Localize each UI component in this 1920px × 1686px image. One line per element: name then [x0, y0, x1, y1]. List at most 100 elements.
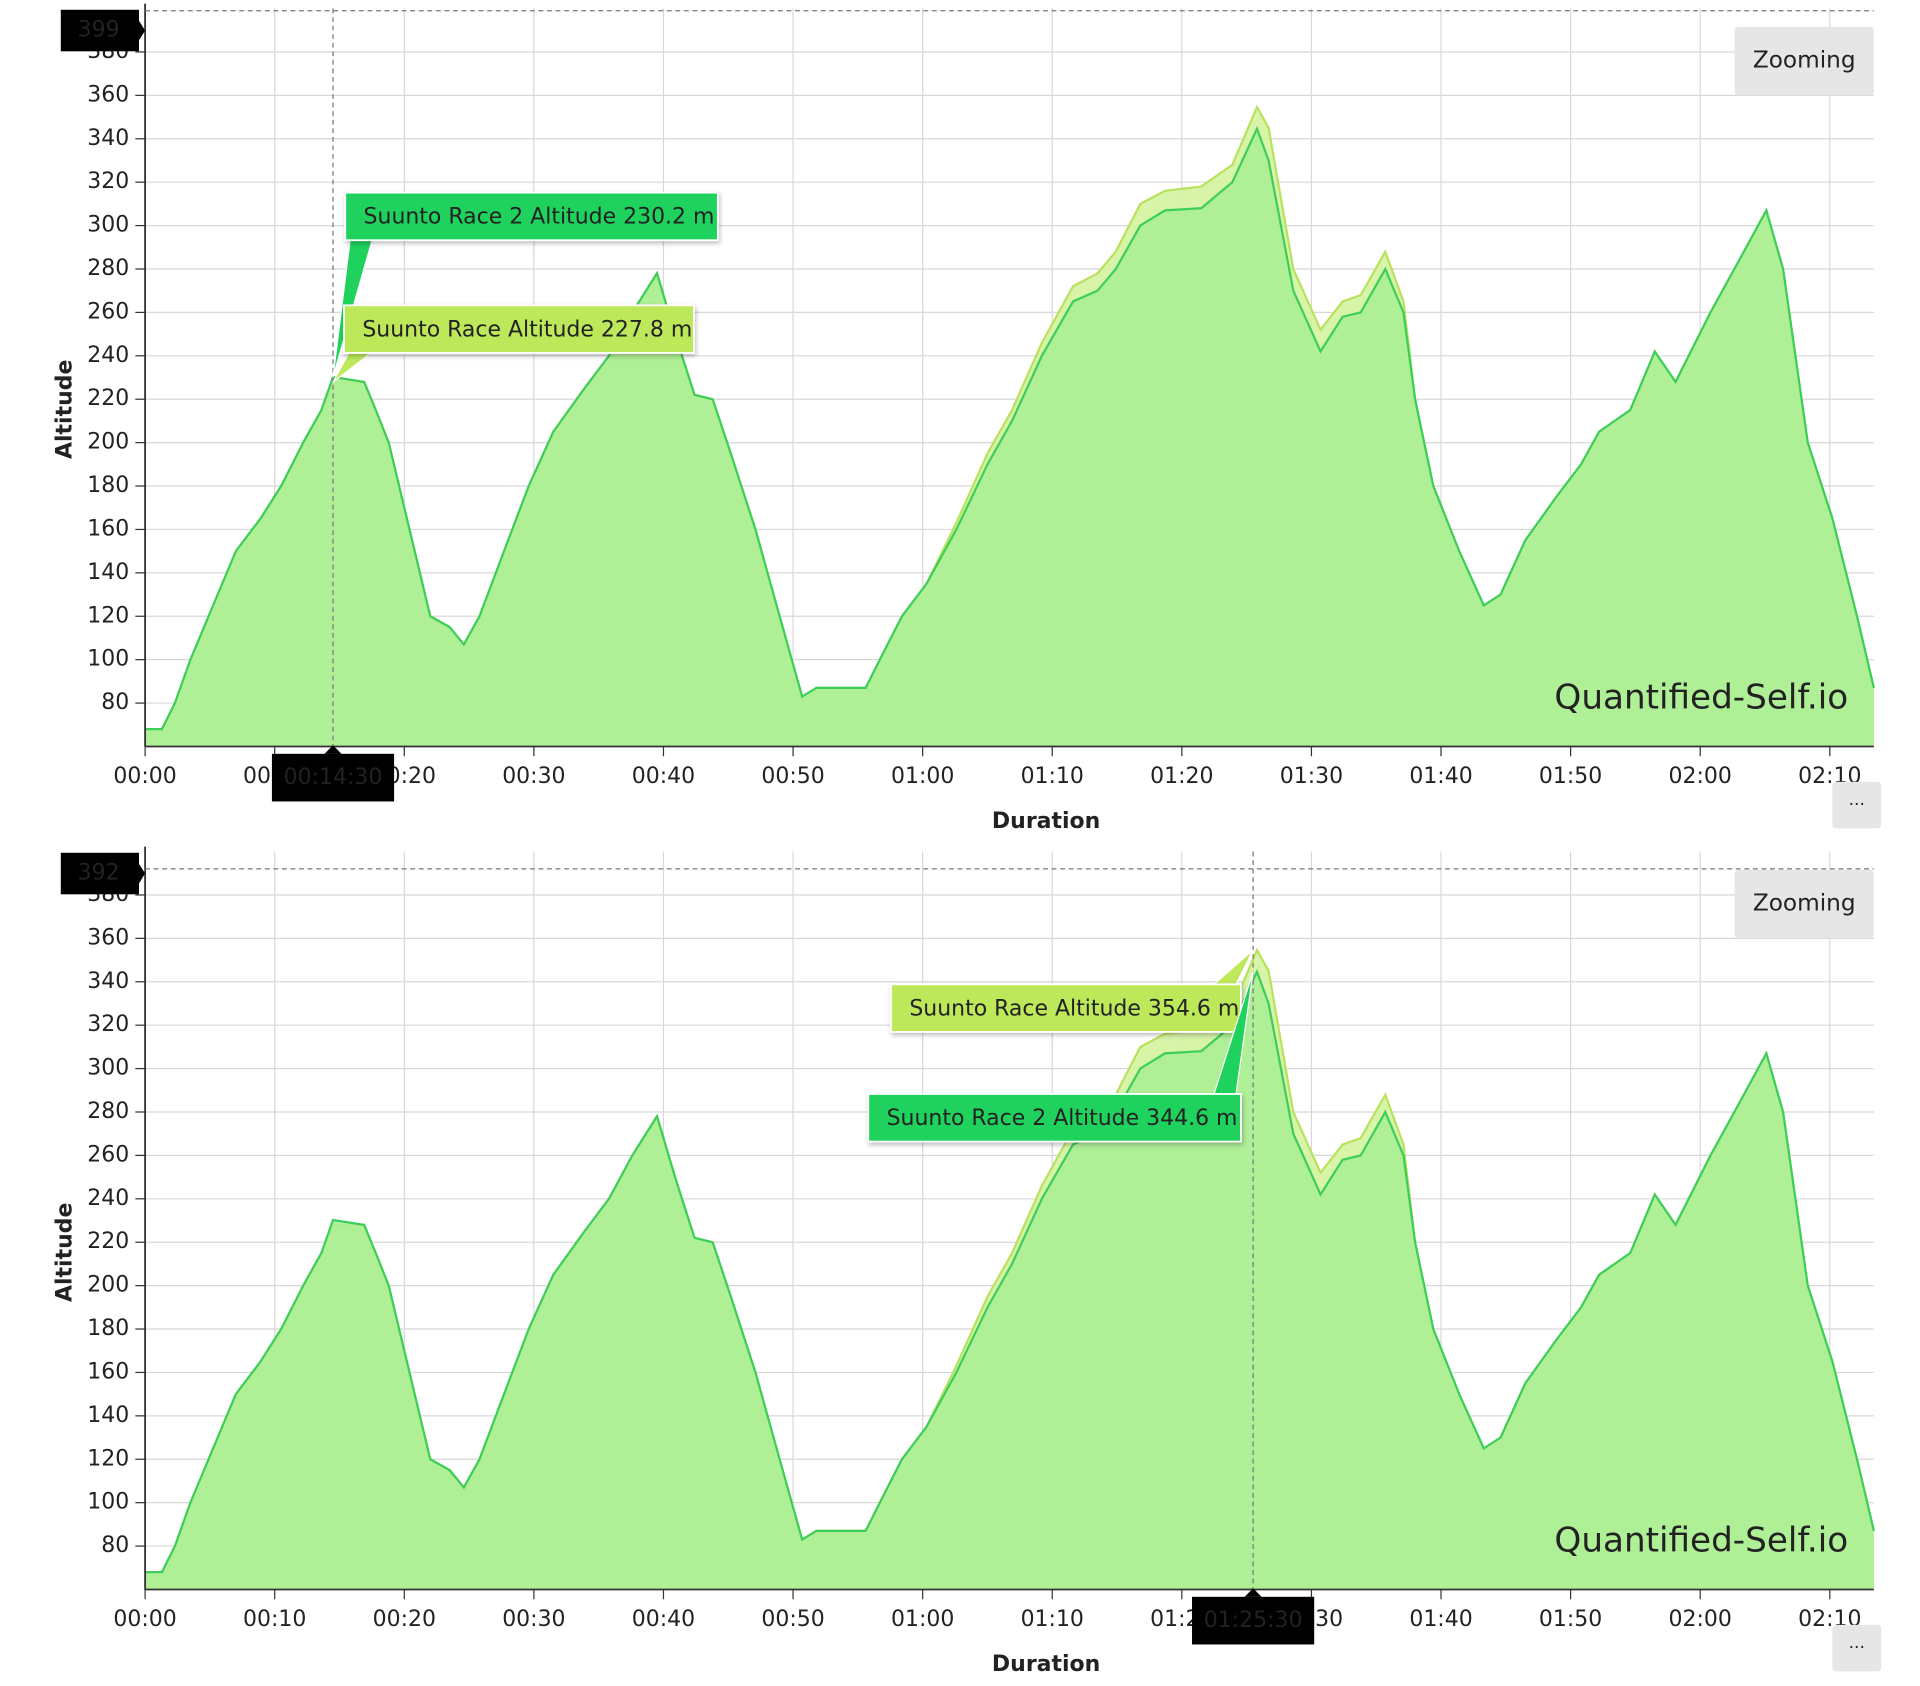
y-tick-label: 220: [87, 1229, 129, 1254]
y-tick-label: 280: [87, 256, 129, 281]
y-tick-label: 180: [87, 473, 129, 498]
area-fill: [145, 128, 1874, 747]
area-line: [145, 125, 1875, 731]
x-tick-label: 01:00: [891, 1607, 954, 1632]
y-axis-title: Altitude: [53, 360, 78, 459]
tooltip-text: Suunto Race Altitude 354.6 m: [909, 996, 1239, 1021]
y-tick-label: 360: [87, 925, 129, 950]
chart: 80 100 120 140 160 180 200 220 240 260 280 300 320 34…: [53, 846, 1882, 1677]
menu-button[interactable]: ...: [1832, 781, 1882, 829]
x-tick-label: 00:40: [632, 1607, 695, 1632]
watermark: Quantified-Self.io: [1554, 677, 1848, 717]
crosshair-x-label: 00:14:30: [284, 765, 383, 790]
menu-button[interactable]: ...: [1832, 1624, 1882, 1672]
crosshair-y-label: 392: [78, 861, 120, 886]
y-tick-label: 300: [87, 213, 129, 238]
tooltip: Suunto Race Altitude 354.6 m: [890, 949, 1254, 1033]
y-tick-label: 100: [87, 647, 129, 672]
x-tick-label: 00:50: [761, 1607, 824, 1632]
x-tick-label: 01:50: [1539, 1607, 1602, 1632]
y-tick-label: 340: [87, 969, 129, 994]
y-tick-label: 80: [101, 690, 129, 715]
tooltip-box: [867, 1093, 1242, 1143]
y-tick-label: 260: [87, 299, 129, 324]
tooltip: Suunto Race Altitude 227.8 m: [332, 304, 695, 383]
y-tick-label: 240: [87, 1186, 129, 1211]
y-tick-label: 300: [87, 1056, 129, 1081]
y-tick-label: 320: [87, 1012, 129, 1037]
menu-button-label: ...: [1849, 790, 1865, 810]
x-tick-label: 01:40: [1409, 764, 1472, 789]
x-tick-label: 00:00: [113, 1607, 176, 1632]
x-tick-label: 01:40: [1409, 1607, 1472, 1632]
x-tick-label: 01:50: [1539, 764, 1602, 789]
y-tick-label: 160: [87, 1359, 129, 1384]
menu-button-bg: [1832, 1624, 1882, 1672]
x-tick-label: 00:20: [373, 1607, 436, 1632]
y-tick-label: 260: [87, 1142, 129, 1167]
menu-button-label: ...: [1849, 1633, 1865, 1653]
y-tick-label: 100: [87, 1490, 129, 1515]
x-axis-title: Duration: [992, 1652, 1100, 1677]
tooltip-text: Suunto Race 2 Altitude 230.2 m: [364, 205, 715, 230]
y-tick-label: 240: [87, 343, 129, 368]
y-axis-title: Altitude: [53, 1203, 78, 1302]
tooltip-box: [344, 191, 719, 242]
crosshair-x-label-bg: [1192, 1596, 1315, 1645]
area-fill: [145, 971, 1874, 1590]
y-tick-label: 80: [101, 1533, 129, 1558]
crosshair-y-label-bg: [60, 852, 139, 895]
y-tick-label: 200: [87, 430, 129, 455]
x-tick-label: 02:00: [1669, 764, 1732, 789]
x-tick-label: 01:10: [1021, 1607, 1084, 1632]
y-tick-label: 140: [87, 560, 129, 585]
y-tick-label: 120: [87, 1446, 129, 1471]
crosshair-y-arrow: [138, 863, 146, 884]
y-tick-label: 180: [87, 1316, 129, 1341]
x-tick-label: 00:30: [502, 764, 565, 789]
y-tick-label: 200: [87, 1273, 129, 1298]
crosshair-y-label-bg: [60, 9, 139, 52]
area-line: [145, 968, 1875, 1574]
crosshair-y-arrow: [138, 20, 146, 41]
zoom-button[interactable]: Zooming: [1734, 869, 1874, 939]
zoom-button-bg: [1734, 26, 1874, 96]
crosshair-x-arrow: [1244, 1588, 1262, 1597]
zoom-button-label: Zooming: [1753, 890, 1856, 917]
x-axis-title: Duration: [992, 809, 1100, 834]
y-tick-label: 120: [87, 603, 129, 628]
crosshair-x-label-bg: [271, 753, 395, 802]
y-tick-label: 140: [87, 1403, 129, 1428]
x-tick-label: 02:00: [1669, 1607, 1732, 1632]
zoom-button-bg: [1734, 869, 1874, 939]
y-tick-label: 220: [87, 386, 129, 411]
tooltip: Suunto Race 2 Altitude 230.2 m: [332, 191, 719, 378]
watermark: Quantified-Self.io: [1554, 1520, 1848, 1560]
x-tick-label: 00:30: [502, 1607, 565, 1632]
tooltip-text: Suunto Race Altitude 227.8 m: [362, 317, 692, 342]
x-tick-label: 01:20: [1150, 764, 1213, 789]
tooltip-box: [343, 304, 695, 354]
y-tick-label: 360: [87, 82, 129, 107]
x-tick-label: 01:10: [1021, 764, 1084, 789]
menu-button-bg: [1832, 781, 1882, 829]
y-tick-label: 160: [87, 516, 129, 541]
crosshair-x-label: 01:25:30: [1204, 1608, 1303, 1633]
crosshair-x-arrow: [324, 745, 342, 754]
x-tick-label: 00:50: [761, 764, 824, 789]
y-tick-label: 280: [87, 1099, 129, 1124]
tooltip: Suunto Race 2 Altitude 344.6 m: [867, 971, 1254, 1143]
zoom-button[interactable]: Zooming: [1734, 26, 1874, 96]
tooltip-text: Suunto Race 2 Altitude 344.6 m: [887, 1106, 1238, 1131]
y-tick-label: 340: [87, 126, 129, 151]
x-tick-label: 00:40: [632, 764, 695, 789]
chart: 80 100 120 140 160 180 200 220 240 260 280 300 320 34…: [53, 3, 1882, 834]
x-tick-label: 00:10: [243, 1607, 306, 1632]
crosshair-y-label: 399: [78, 18, 120, 43]
y-tick-label: 320: [87, 169, 129, 194]
zoom-button-label: Zooming: [1753, 47, 1856, 74]
x-tick-label: 00:00: [113, 764, 176, 789]
x-tick-label: 01:30: [1280, 764, 1343, 789]
